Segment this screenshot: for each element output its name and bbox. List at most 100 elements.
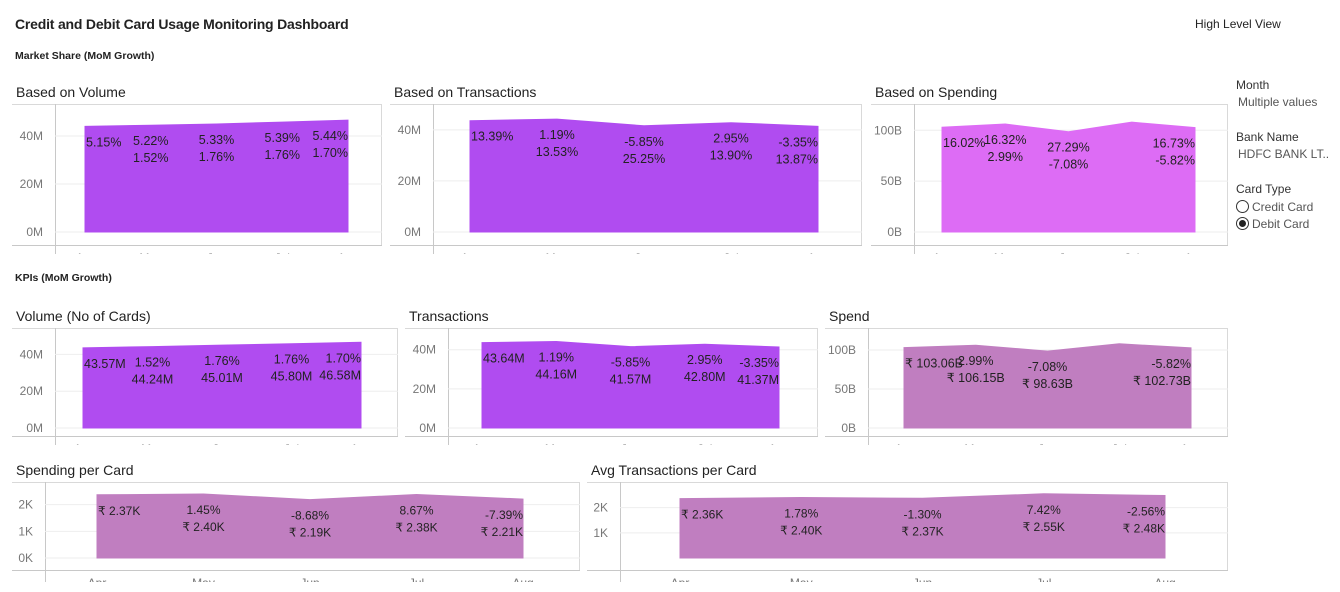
data-label: 1.19% — [539, 128, 574, 142]
x-tick-label: May — [994, 251, 1017, 254]
x-tick-label: Jun — [913, 576, 932, 582]
x-tick-label: Jun — [621, 442, 640, 445]
x-tick-label: Aug — [512, 576, 533, 582]
transactions-share-chart: 0M 20M 40M Apr May Jun Jul Aug 13.39% 1.19% 13.53%… — [390, 104, 862, 254]
area-series — [941, 121, 1196, 233]
month-filter-label: Month — [1236, 78, 1270, 92]
data-label: ₹ 2.55K — [1023, 520, 1065, 534]
x-tick-label: Aug — [1184, 251, 1205, 254]
spending-share-chart: 0B 50B 100B Apr May Jun Jul Aug 16.02%16.32% 2.99… — [871, 104, 1228, 254]
data-label: 46.58M — [319, 368, 361, 382]
spending-share-title: Based on Spending — [875, 84, 998, 100]
x-tick-label: Jul — [723, 251, 738, 254]
data-label: 13.87% — [776, 152, 818, 166]
data-label: 13.39% — [471, 130, 513, 144]
data-label: 1.70% — [313, 146, 348, 160]
page-title: Credit and Debit Card Usage Monitoring D… — [15, 16, 349, 32]
y-tick-label: 2K — [593, 501, 608, 515]
y-tick-label: 40M — [20, 129, 43, 143]
data-label: 41.57M — [610, 373, 652, 387]
data-label: ₹ 2.37K — [901, 524, 943, 538]
data-label: 1.19% — [539, 351, 574, 365]
x-tick-label: Apr — [76, 251, 95, 254]
x-tick-label: Jul — [275, 251, 290, 254]
x-tick-label: Aug — [807, 251, 828, 254]
data-label: 42.80M — [684, 370, 726, 384]
x-tick-label: Apr — [461, 251, 480, 254]
x-tick-label: Apr — [895, 442, 914, 445]
data-label: 5.39% — [265, 131, 300, 145]
data-label: 1.76% — [274, 353, 309, 367]
spend-kpi-title: Spend — [829, 308, 870, 324]
data-label: ₹ 2.21K — [481, 525, 523, 539]
data-label: 5.33% — [199, 133, 234, 147]
data-label: 2.99% — [958, 354, 993, 368]
data-label: -7.39% — [485, 508, 523, 522]
x-tick-label: Jun — [634, 251, 653, 254]
y-tick-label: 20M — [398, 174, 421, 188]
bank-filter-label: Bank Name — [1236, 130, 1299, 144]
data-label: 43.57M — [84, 357, 126, 371]
data-label: ₹ 2.48K — [1123, 522, 1165, 536]
card-type-option-credit[interactable]: Credit Card — [1236, 198, 1336, 215]
x-tick-label: Aug — [1180, 442, 1201, 445]
data-label: 2.95% — [713, 132, 748, 146]
data-label: 1.76% — [199, 150, 234, 164]
card-type-filter-label: Card Type — [1236, 182, 1292, 196]
data-label: 1.76% — [265, 148, 300, 162]
filters-panel: Month Multiple values Bank Name HDFC BAN… — [1236, 78, 1336, 232]
y-tick-label: 40M — [413, 343, 436, 357]
data-label: -7.08% — [1028, 360, 1068, 374]
avg-transactions-per-card-title: Avg Transactions per Card — [591, 462, 757, 478]
month-filter-dropdown[interactable]: Multiple values — [1238, 95, 1318, 109]
market-share-section-title: Market Share (MoM Growth) — [15, 50, 155, 62]
transactions-share-title: Based on Transactions — [394, 84, 537, 100]
data-label: 13.90% — [710, 149, 752, 163]
x-tick-label: May — [546, 251, 569, 254]
data-label: 5.15% — [86, 135, 121, 149]
data-label: 1.52% — [133, 151, 168, 165]
volume-share-chart: 0M 20M 40M Apr May Jun Jul Aug 5.15% 5.22% 1.52% 5.… — [12, 104, 382, 254]
data-label: 13.53% — [536, 145, 578, 159]
x-tick-label: Jul — [1036, 576, 1051, 582]
volume-kpi-title: Volume (No of Cards) — [16, 308, 151, 324]
card-type-option-label: Credit Card — [1252, 199, 1314, 214]
data-label: -5.82% — [1151, 357, 1191, 371]
x-tick-label: May — [139, 251, 162, 254]
x-tick-label: May — [545, 442, 568, 445]
data-label: 1.52% — [135, 356, 170, 370]
radio-checked-icon[interactable] — [1236, 217, 1249, 230]
data-label: 43.64M — [483, 352, 525, 366]
x-tick-label: Jul — [284, 442, 299, 445]
bank-filter-dropdown[interactable]: HDFC BANK LT.. — [1238, 147, 1330, 161]
data-label: 41.37M — [737, 373, 779, 387]
area-series — [84, 119, 349, 233]
x-tick-label: Aug — [350, 442, 371, 445]
y-tick-label: 100B — [828, 343, 856, 357]
area-series — [469, 118, 819, 233]
data-label: ₹ 103.06B — [905, 357, 963, 371]
area-series — [96, 493, 524, 559]
data-label: 45.01M — [201, 371, 243, 385]
data-label: ₹ 2.38K — [395, 521, 437, 535]
y-tick-label: 0M — [26, 421, 43, 435]
high-level-view-button[interactable]: High Level View — [1195, 17, 1281, 31]
data-label: 5.44% — [313, 129, 348, 143]
x-tick-label: May — [964, 442, 987, 445]
x-tick-label: Aug — [768, 442, 789, 445]
x-tick-label: Apr — [671, 576, 690, 582]
x-tick-label: Apr — [473, 442, 492, 445]
card-type-option-debit[interactable]: Debit Card — [1236, 215, 1336, 232]
x-tick-label: Jul — [1124, 251, 1139, 254]
data-label: -3.35% — [778, 135, 818, 149]
data-label: 16.73% — [1153, 137, 1195, 151]
radio-unchecked-icon[interactable] — [1236, 200, 1249, 213]
area-series — [82, 341, 362, 429]
y-tick-label: 40M — [398, 123, 421, 137]
area-series — [679, 493, 1166, 559]
area-series — [903, 343, 1192, 429]
data-label: 2.95% — [687, 353, 722, 367]
y-tick-label: 0M — [404, 225, 421, 239]
x-tick-label: Apr — [74, 442, 93, 445]
